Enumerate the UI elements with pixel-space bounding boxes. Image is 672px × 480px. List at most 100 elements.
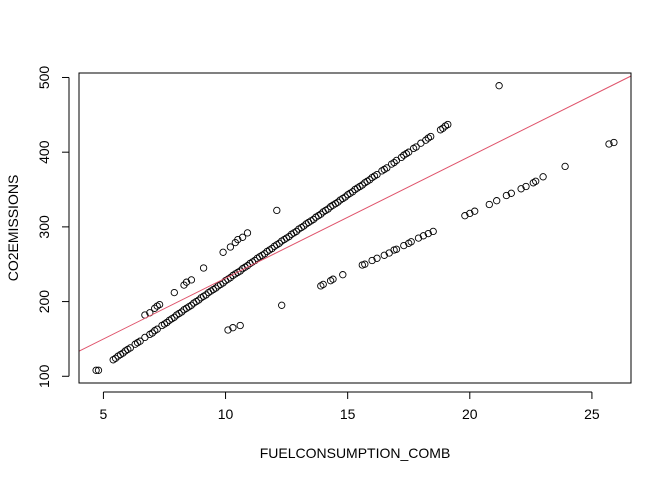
data-point — [397, 153, 406, 162]
data-point — [151, 304, 159, 312]
data-point — [414, 234, 423, 242]
data-point — [170, 313, 178, 321]
data-point — [182, 278, 191, 286]
data-point — [390, 158, 398, 167]
data-point — [324, 205, 332, 213]
data-point — [278, 301, 286, 309]
data-point — [539, 173, 547, 181]
data-point — [341, 193, 349, 201]
x-tick-label: 15 — [340, 406, 356, 422]
data-point — [392, 245, 401, 253]
x-tick-label: 20 — [462, 406, 478, 422]
data-point — [380, 251, 388, 259]
data-point — [268, 244, 276, 253]
data-point — [605, 140, 613, 148]
data-point — [224, 326, 232, 334]
data-point — [187, 301, 196, 309]
data-point — [163, 318, 171, 327]
data-point — [366, 176, 374, 184]
data-point — [429, 227, 437, 236]
data-point — [202, 291, 210, 299]
data-point — [243, 229, 252, 237]
data-point — [212, 284, 220, 292]
y-tick-label: 400 — [36, 140, 52, 164]
data-point — [229, 324, 237, 332]
data-point — [292, 227, 301, 236]
data-point — [373, 254, 381, 262]
x-axis-title: FUELCONSUMPTION_COMB — [260, 445, 451, 461]
data-point — [92, 366, 100, 374]
data-point — [348, 188, 357, 196]
y-axis-title: CO2EMISSIONS — [5, 175, 21, 282]
data-point — [427, 132, 435, 141]
data-point — [273, 206, 281, 215]
data-point — [94, 366, 103, 374]
data-point — [495, 82, 503, 90]
data-point — [187, 276, 196, 284]
data-point — [238, 233, 247, 241]
data-point — [126, 344, 134, 352]
data-point — [412, 143, 420, 151]
y-tick-label: 100 — [36, 364, 52, 388]
data-point — [507, 189, 515, 197]
data-point — [275, 239, 283, 247]
data-point — [199, 264, 208, 272]
data-point — [177, 308, 186, 316]
data-point — [517, 185, 525, 193]
data-point — [561, 162, 569, 171]
x-tick-label: 5 — [100, 406, 108, 422]
data-point — [400, 241, 408, 250]
x-tick-label: 10 — [218, 406, 234, 422]
x-tick-label: 25 — [584, 406, 600, 422]
data-point — [119, 349, 127, 357]
points-layer — [92, 82, 618, 374]
data-point — [195, 296, 203, 304]
y-axis: 100 200 300 400 500 — [36, 66, 70, 388]
data-point — [471, 207, 479, 215]
data-point — [361, 260, 369, 268]
data-point — [236, 267, 244, 275]
y-tick-label: 200 — [36, 290, 52, 314]
data-point — [407, 238, 415, 246]
y-tick-label: 500 — [36, 66, 52, 90]
data-point — [422, 136, 430, 144]
data-point — [493, 197, 501, 205]
data-point — [522, 182, 530, 191]
x-axis: 5 10 15 20 25 — [100, 391, 600, 422]
data-point — [155, 300, 164, 309]
data-point — [610, 138, 618, 147]
data-point — [358, 181, 366, 189]
data-point — [219, 248, 227, 256]
data-point — [439, 124, 447, 132]
data-point — [424, 229, 432, 238]
data-point — [111, 354, 120, 362]
data-point — [444, 120, 452, 129]
data-point — [373, 170, 381, 179]
data-point — [485, 200, 493, 209]
y-tick-label: 300 — [36, 215, 52, 239]
data-point — [136, 337, 144, 345]
data-point — [466, 209, 474, 218]
data-point — [170, 288, 178, 297]
data-point — [226, 243, 235, 251]
data-point — [339, 271, 347, 279]
data-point — [383, 164, 391, 172]
data-point — [317, 210, 325, 218]
data-point — [329, 275, 337, 283]
data-point — [319, 280, 327, 289]
plot-frame — [78, 72, 632, 384]
data-point — [419, 232, 428, 240]
data-point — [309, 215, 318, 224]
data-point — [153, 325, 161, 333]
data-point — [368, 256, 376, 265]
regression-line — [78, 75, 632, 352]
data-point — [236, 321, 244, 330]
data-point — [502, 191, 511, 200]
data-point — [148, 329, 156, 337]
data-point — [405, 148, 413, 156]
data-point — [285, 232, 293, 241]
data-point — [234, 235, 242, 244]
data-point — [461, 212, 469, 220]
data-point — [260, 250, 269, 258]
